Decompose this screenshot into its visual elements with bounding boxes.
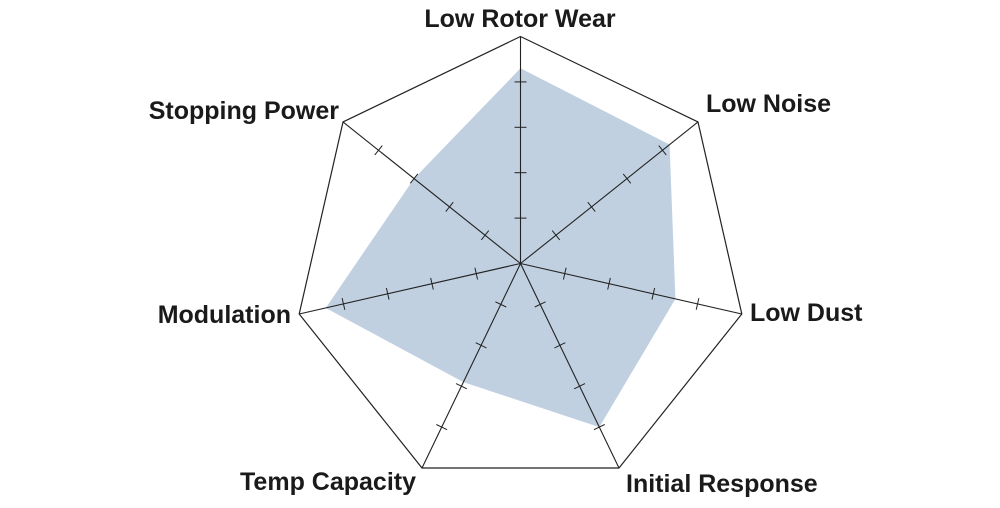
axis-labels: Low Rotor Wear Low Noise Low Dust Initial R… bbox=[149, 5, 863, 498]
tick-mark bbox=[562, 267, 567, 280]
tick-mark bbox=[445, 201, 454, 212]
tick-mark bbox=[480, 230, 490, 241]
tick-mark bbox=[622, 173, 632, 184]
axis-spoke bbox=[421, 263, 521, 469]
tick-mark bbox=[551, 230, 561, 241]
tick-mark bbox=[374, 145, 383, 156]
tick-mark bbox=[385, 287, 390, 300]
axis-label-temp-capacity: Temp Capacity bbox=[240, 468, 416, 496]
tick-mark bbox=[695, 297, 700, 310]
tick-mark bbox=[658, 145, 667, 156]
tick-mark bbox=[651, 287, 656, 300]
axis-spoke bbox=[520, 263, 620, 469]
grid-layer bbox=[298, 35, 743, 469]
tick-mark bbox=[341, 297, 346, 310]
axis-spoke bbox=[342, 121, 521, 264]
axis-label-low-dust: Low Dust bbox=[750, 299, 863, 327]
axis-label-stopping-power: Stopping Power bbox=[149, 97, 340, 125]
axis-label-initial-response: Initial Response bbox=[626, 470, 818, 498]
tick-mark bbox=[593, 424, 605, 431]
axis-label-low-noise: Low Noise bbox=[706, 90, 831, 118]
tick-mark bbox=[455, 383, 468, 390]
tick-mark bbox=[409, 173, 419, 184]
outer-grid-heptagon bbox=[298, 35, 743, 469]
axis-label-low-rotor-wear: Low Rotor Wear bbox=[424, 5, 615, 33]
tick-mark bbox=[554, 342, 566, 349]
tick-mark bbox=[534, 301, 546, 308]
axis-label-modulation: Modulation bbox=[158, 301, 291, 329]
tick-mark bbox=[587, 201, 596, 212]
tick-mark bbox=[474, 267, 479, 280]
tick-mark bbox=[430, 277, 434, 290]
tick-mark bbox=[607, 277, 611, 290]
tick-mark bbox=[495, 301, 507, 308]
tick-mark bbox=[573, 383, 586, 390]
tick-mark bbox=[475, 342, 487, 349]
axis-spoke bbox=[520, 262, 742, 315]
tick-mark bbox=[436, 424, 448, 431]
axis-spoke bbox=[520, 121, 699, 264]
axis-spoke bbox=[299, 262, 521, 315]
